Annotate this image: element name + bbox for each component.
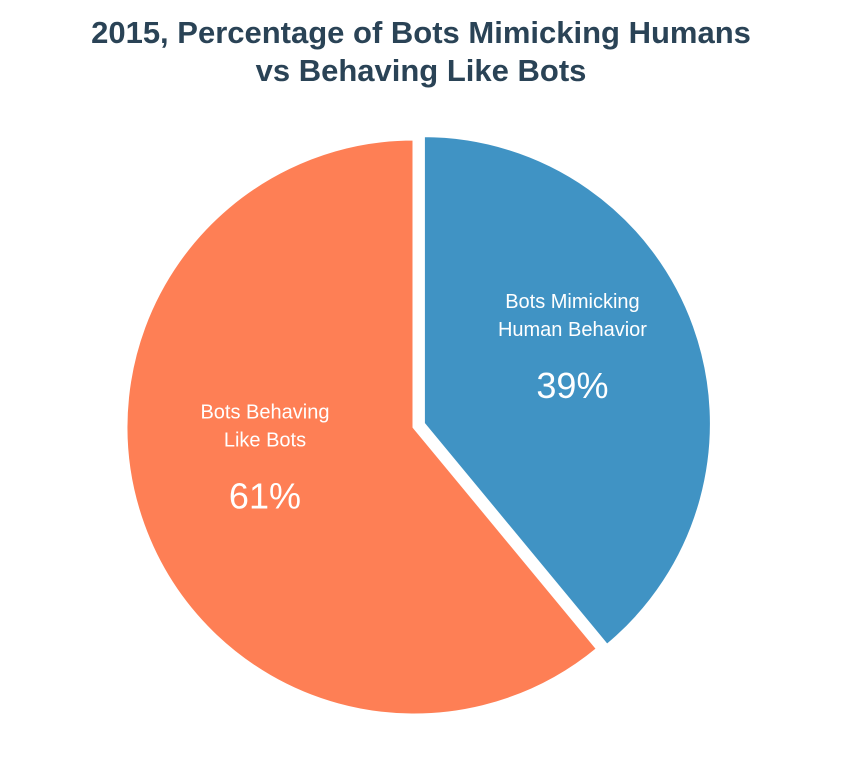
slice-value-label: 61% (229, 476, 301, 517)
chart-title: 2015, Percentage of Bots Mimicking Human… (0, 14, 842, 90)
chart-title-line-1: 2015, Percentage of Bots Mimicking Human… (91, 15, 751, 50)
pie-slice-1 (421, 134, 713, 648)
slice-name-line: Bots Mimicking (505, 291, 639, 313)
chart-title-line-2: vs Behaving Like Bots (255, 53, 587, 88)
slice-name-line: Human Behavior (498, 319, 647, 341)
slice-name-line: Like Bots (224, 430, 306, 452)
slice-value-label: 39% (536, 365, 608, 406)
pie-slice-2 (124, 137, 600, 717)
pie-slice-label-1: Bots Mimicking Human Behavior 39% (498, 291, 647, 406)
pie-slice-label-2: Bots Behaving Like Bots 61% (200, 402, 329, 517)
slice-name-line: Bots Behaving (200, 402, 329, 424)
